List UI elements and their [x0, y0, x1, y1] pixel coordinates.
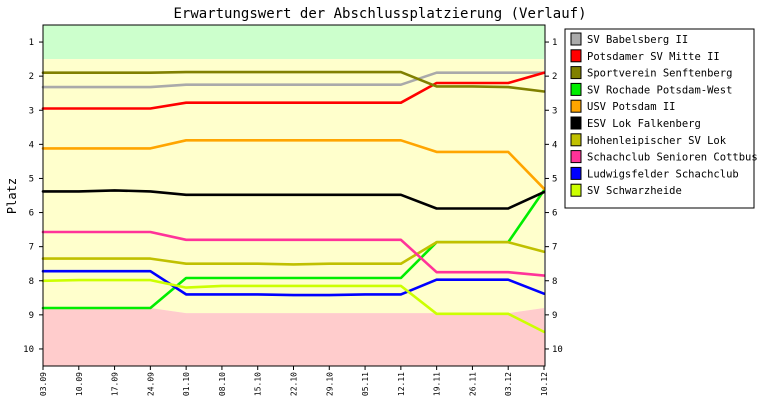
legend-swatch [570, 99, 582, 113]
series-line-1 [41, 71, 546, 89]
legend-label: Schachclub Senioren Cottbus [587, 152, 758, 164]
legend-label: SV Rochade Potsdam-West [587, 84, 732, 96]
y-tick-label-right: 7 [552, 243, 557, 253]
x-tick-label: 03.12 [504, 372, 513, 396]
x-tick-label: 19.11 [433, 372, 442, 396]
series-line-7 [41, 240, 546, 266]
chart-title: Erwartungswert der Abschlussplatzierung … [173, 6, 586, 22]
x-tick-label: 10.09 [75, 372, 84, 396]
x-tick-label: 12.11 [397, 372, 406, 396]
y-tick-label-left: 6 [29, 209, 34, 219]
series-line-2 [41, 71, 546, 110]
band-relegation [43, 308, 545, 366]
y-tick-label-left: 7 [29, 243, 34, 253]
y-tick-label-left: 9 [29, 311, 34, 321]
legend-swatch [570, 32, 582, 46]
legend-swatch [570, 66, 582, 80]
legend-swatch [570, 82, 582, 96]
legend-label: SV Babelsberg II [587, 34, 688, 46]
legend-swatch [570, 183, 582, 197]
x-tick-label: 08.10 [218, 372, 227, 396]
legend-swatch [570, 49, 582, 63]
series-lines [41, 70, 546, 334]
legend-swatch [570, 166, 582, 180]
y-tick-label-left: 1 [29, 38, 34, 48]
series-line-10 [41, 278, 546, 334]
legend-swatch [570, 116, 582, 130]
y-tick-label-left: 8 [29, 277, 34, 287]
legend-label: Ludwigsfelder Schachclub [587, 168, 739, 180]
y-tick-label-left: 3 [29, 106, 34, 116]
x-tick-label: 26.11 [468, 372, 477, 396]
band-middle [43, 59, 544, 314]
y-tick-label-right: 4 [552, 140, 557, 150]
legend-swatch [570, 150, 582, 164]
legend-swatch [570, 133, 582, 147]
series-line-3 [41, 70, 546, 93]
x-tick-label: 24.09 [146, 372, 155, 396]
x-tick-label: 15.10 [254, 372, 263, 396]
y-axis-label: Platz [5, 178, 19, 214]
legend-box [564, 28, 755, 209]
y-tick-label-right: 8 [552, 277, 557, 287]
legend-label: Sportverein Senftenberg [587, 68, 732, 80]
y-tick-label-right: 6 [552, 209, 557, 219]
series-line-8 [41, 230, 546, 277]
x-tick-label: 10.12 [540, 372, 549, 396]
y-tick-label-left: 5 [29, 174, 34, 184]
legend-label: Potsdamer SV Mitte II [587, 51, 720, 63]
legend: SV Babelsberg II Potsdamer SV Mitte II Spo… [564, 28, 758, 209]
legend-label: Hohenleipischer SV Lok [587, 135, 727, 147]
y-tick-label-right: 1 [552, 38, 557, 48]
x-axis: 03.09 10.09 17.09 24.09 01.10 08.10 15.10 22.10… [39, 366, 549, 396]
band-promotion [43, 25, 545, 60]
y-tick-label-left: 2 [29, 72, 34, 82]
x-tick-label: 17.09 [111, 372, 120, 396]
series-line-9 [41, 269, 546, 297]
placement-bands [43, 25, 545, 366]
y-tick-label-right: 3 [552, 106, 557, 116]
legend-items: SV Babelsberg II Potsdamer SV Mitte II Spo… [570, 32, 758, 197]
series-line-5 [41, 139, 546, 190]
series-line-6 [41, 189, 546, 210]
y-tick-label-right: 10 [552, 345, 563, 355]
y-tick-label-left: 4 [29, 140, 34, 150]
y-tick-label-right: 2 [552, 72, 557, 82]
legend-label: SV Schwarzheide [587, 185, 682, 197]
legend-label: ESV Lok Falkenberg [587, 118, 701, 130]
x-tick-label: 22.10 [290, 372, 299, 396]
y-axis-left: 1 2 3 4 5 6 7 8 9 10 [23, 38, 43, 355]
x-tick-label: 03.09 [39, 372, 48, 396]
x-tick-label: 05.11 [361, 372, 370, 396]
x-tick-label: 01.10 [182, 372, 191, 396]
x-tick-label: 29.10 [325, 372, 334, 396]
y-tick-label-left: 10 [23, 345, 34, 355]
legend-label: USV Potsdam II [587, 101, 676, 113]
y-tick-label-right: 9 [552, 311, 557, 321]
y-tick-label-right: 5 [552, 174, 557, 184]
y-axis-right: 1 2 3 4 5 6 7 8 9 10 [545, 38, 563, 355]
